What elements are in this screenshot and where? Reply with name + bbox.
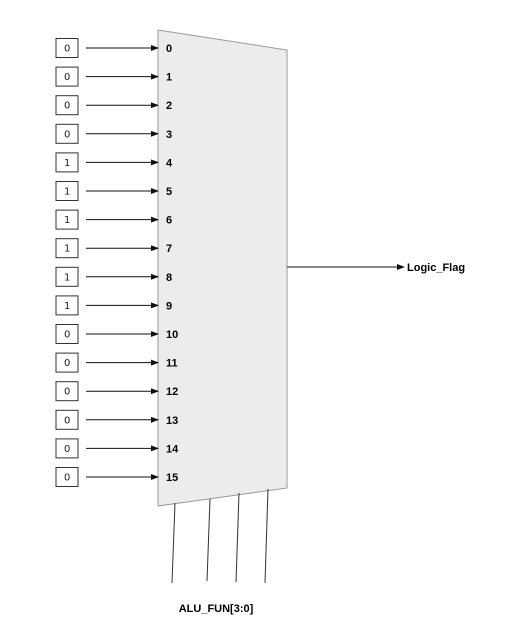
select-line-2 (235, 492, 240, 583)
output-label: Logic_Flag (407, 262, 465, 274)
port-label-11: 11 (166, 358, 178, 370)
port-label-1: 1 (166, 72, 172, 84)
port-label-15: 15 (166, 472, 178, 484)
input-box-frame (55, 181, 79, 201)
input-value: 1 (64, 244, 70, 255)
input-box-frame (55, 438, 79, 459)
inputs-group: 0 00 10 20 31 41 51 61 71 81 90 100 110 120 130 140 15 (55, 38, 179, 487)
input-box-frame (55, 95, 79, 116)
port-label-10: 10 (166, 329, 178, 341)
input-box-frame (55, 409, 79, 430)
port-label-8: 8 (166, 272, 172, 284)
port-label-5: 5 (166, 186, 172, 198)
input-value-box-11: 0 (55, 352, 79, 373)
multiplexer-body (157, 29, 288, 507)
input-value: 0 (64, 330, 70, 341)
input-box-frame (55, 352, 79, 373)
input-value-box-15: 0 (55, 467, 79, 487)
input-value-box-8: 1 (55, 266, 79, 287)
input-value-box-5: 1 (55, 181, 79, 201)
port-label-2: 2 (166, 100, 172, 112)
input-box-frame (55, 152, 79, 173)
input-value: 1 (64, 215, 70, 226)
port-label-13: 13 (166, 415, 178, 427)
input-value: 0 (64, 101, 70, 112)
input-value-box-12: 0 (55, 381, 79, 402)
input-value: 1 (64, 301, 70, 312)
input-value-box-9: 1 (55, 295, 79, 316)
input-box-frame (55, 123, 79, 144)
input-value: 1 (64, 272, 70, 283)
input-value: 0 (64, 44, 70, 55)
select-line-0 (171, 502, 176, 584)
input-value-box-4: 1 (55, 152, 79, 173)
input-box-frame (55, 381, 79, 402)
input-value: 0 (64, 473, 70, 484)
input-box-frame (55, 266, 79, 287)
select-line-1 (206, 498, 211, 582)
select-label: ALU_FUN[3:0] (179, 603, 254, 615)
input-value: 1 (64, 187, 70, 198)
input-value-box-3: 0 (55, 123, 79, 144)
input-value-box-7: 1 (55, 238, 79, 259)
port-label-9: 9 (166, 300, 172, 312)
input-box-frame (55, 324, 79, 344)
input-value: 0 (64, 72, 70, 83)
input-value: 0 (64, 415, 70, 426)
input-box-frame (55, 209, 79, 230)
select-lines-group (171, 488, 269, 584)
input-value: 0 (64, 358, 70, 369)
port-label-3: 3 (166, 129, 172, 141)
input-value-box-2: 0 (55, 95, 79, 116)
input-value-box-0: 0 (55, 38, 79, 58)
port-label-0: 0 (166, 43, 172, 55)
input-box-frame (55, 38, 79, 58)
port-label-6: 6 (166, 215, 172, 227)
input-box-frame (55, 66, 79, 87)
input-value: 0 (64, 387, 70, 398)
select-line-3 (264, 488, 269, 584)
input-value-box-1: 0 (55, 66, 79, 87)
input-value: 0 (64, 444, 70, 455)
input-value: 0 (64, 129, 70, 140)
input-value: 1 (64, 158, 70, 169)
input-box-frame (55, 295, 79, 316)
input-value-box-6: 1 (55, 209, 79, 230)
port-label-4: 4 (166, 157, 173, 169)
input-value-box-13: 0 (55, 409, 79, 430)
port-label-14: 14 (166, 443, 179, 455)
input-box-frame (55, 467, 79, 487)
input-box-frame (55, 238, 79, 259)
input-value-box-14: 0 (55, 438, 79, 459)
input-value-box-10: 0 (55, 324, 79, 344)
port-label-12: 12 (166, 386, 178, 398)
port-label-7: 7 (166, 243, 172, 255)
